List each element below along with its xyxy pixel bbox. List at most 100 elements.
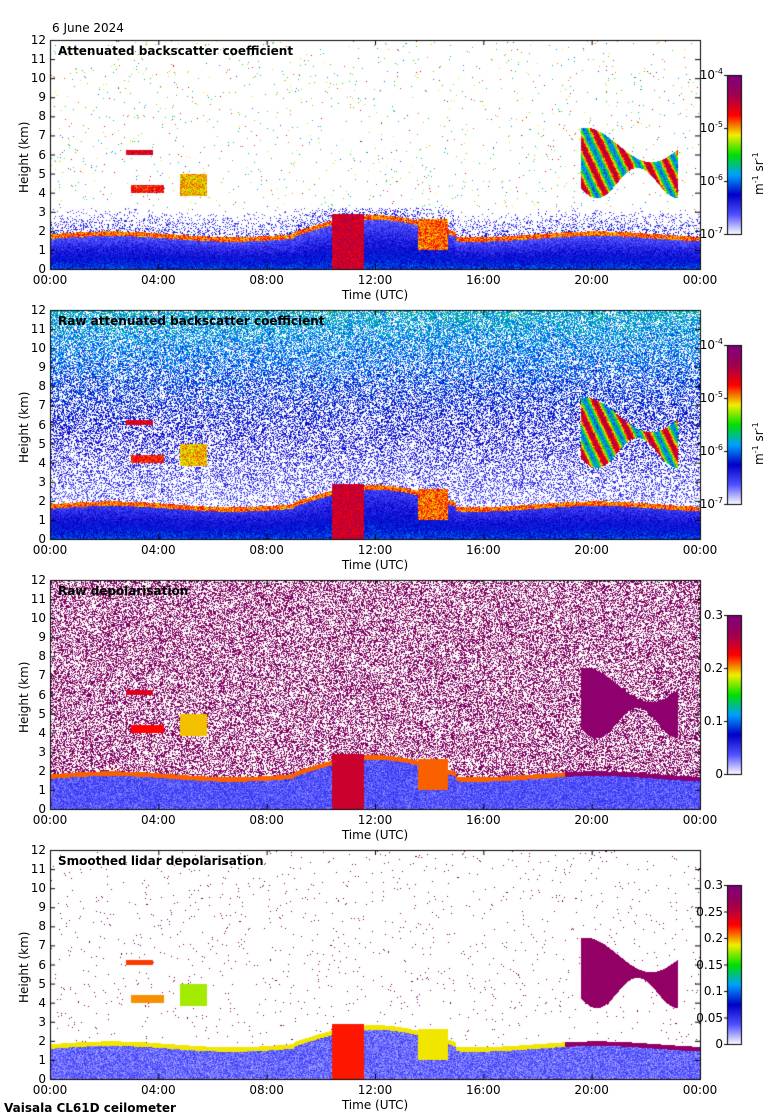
x-tick-label: 04:00 <box>141 273 176 287</box>
y-tick-label: 1 <box>38 1052 46 1067</box>
y-tick-label: 8 <box>38 919 46 934</box>
y-tick-label: 4 <box>38 995 46 1010</box>
colorbar-tick-label: 0.3 <box>703 608 723 622</box>
y-tick-label: 11 <box>30 592 46 607</box>
y-tick-label: 5 <box>38 166 46 181</box>
colorbar-tick-label: 10-5 <box>699 120 723 135</box>
x-axis-label: Time (UTC) <box>341 288 409 302</box>
y-tick-label: 10 <box>30 71 46 86</box>
y-tick-label: 10 <box>30 881 46 896</box>
x-tick-label: 00:00 <box>682 813 718 827</box>
colorbar-tick-label: 10-7 <box>699 496 723 511</box>
y-tick-label: 8 <box>38 379 46 394</box>
x-tick-label: 00:00 <box>682 1083 718 1097</box>
y-tick-label: 1 <box>38 782 46 797</box>
y-tick-label: 10 <box>30 611 46 626</box>
y-tick-label: 3 <box>38 1014 46 1029</box>
x-tick-label: 12:00 <box>357 273 393 287</box>
x-tick-label: 20:00 <box>574 813 609 827</box>
x-tick-label: 00:00 <box>32 273 68 287</box>
x-tick-label: 12:00 <box>357 1083 393 1097</box>
x-tick-label: 00:00 <box>32 1083 68 1097</box>
colorbar-tick-label: 0 <box>715 767 723 781</box>
y-tick-label: 4 <box>38 455 46 470</box>
y-tick-label: 7 <box>38 668 46 683</box>
x-tick-label: 12:00 <box>357 543 393 557</box>
y-tick-label: 11 <box>30 862 46 877</box>
x-tick-label: 16:00 <box>466 543 501 557</box>
y-tick-label: 6 <box>38 687 46 702</box>
y-tick-label: 7 <box>38 398 46 413</box>
x-tick-label: 08:00 <box>249 273 284 287</box>
x-tick-label: 20:00 <box>574 273 609 287</box>
x-tick-label: 16:00 <box>466 813 501 827</box>
x-tick-label: 08:00 <box>249 1083 284 1097</box>
y-axis-label: Height (km) <box>17 121 31 193</box>
y-tick-label: 8 <box>38 649 46 664</box>
instrument-label: Vaisala CL61D ceilometer <box>4 1101 176 1115</box>
y-tick-label: 5 <box>38 436 46 451</box>
y-tick-label: 12 <box>30 303 46 317</box>
y-tick-label: 4 <box>38 725 46 740</box>
y-tick-label: 6 <box>38 417 46 432</box>
y-tick-label: 9 <box>38 630 46 645</box>
y-tick-label: 3 <box>38 204 46 219</box>
x-tick-label: 12:00 <box>357 813 393 827</box>
y-tick-label: 4 <box>38 185 46 200</box>
colorbar-tick-label: 0.25 <box>696 904 723 919</box>
x-axis-label: Time (UTC) <box>341 558 409 572</box>
x-tick-label: 04:00 <box>141 1083 176 1097</box>
x-tick-label: 04:00 <box>141 543 176 557</box>
y-tick-label: 11 <box>30 52 46 67</box>
colorbar-tick-label: 0.3 <box>703 878 723 892</box>
y-tick-label: 5 <box>38 976 46 991</box>
x-tick-label: 08:00 <box>249 543 284 557</box>
y-tick-label: 11 <box>30 322 46 337</box>
date-label: 6 June 2024 <box>52 21 124 35</box>
y-tick-label: 3 <box>38 474 46 489</box>
x-tick-label: 16:00 <box>466 1083 501 1097</box>
x-axis-label: Time (UTC) <box>341 1098 409 1112</box>
y-tick-label: 6 <box>38 957 46 972</box>
y-tick-label: 8 <box>38 109 46 124</box>
panel-title: Raw depolarisation <box>58 584 189 598</box>
x-tick-label: 20:00 <box>574 543 609 557</box>
colorbar-tick-label: 0.2 <box>703 931 723 945</box>
y-tick-label: 10 <box>30 341 46 356</box>
x-tick-label: 00:00 <box>682 543 718 557</box>
y-tick-label: 7 <box>38 128 46 143</box>
panel-title: Smoothed lidar depolarisation <box>58 854 264 868</box>
x-axis-label: Time (UTC) <box>341 828 409 842</box>
y-tick-label: 12 <box>30 573 46 587</box>
y-tick-label: 9 <box>38 360 46 375</box>
y-tick-label: 7 <box>38 938 46 953</box>
x-tick-label: 16:00 <box>466 273 501 287</box>
y-tick-label: 9 <box>38 900 46 915</box>
colorbar-tick-label: 10-4 <box>699 337 723 352</box>
y-tick-label: 0 <box>38 262 46 276</box>
colorbar-tick-label: 10-4 <box>699 67 723 82</box>
colorbar-unit-label: m-1 sr-1 <box>751 421 766 465</box>
y-tick-label: 2 <box>38 493 46 508</box>
colorbar-tick-label: 0.2 <box>703 661 723 675</box>
colorbar-tick-label: 10-5 <box>699 390 723 405</box>
y-tick-label: 1 <box>38 512 46 527</box>
y-axis-label: Height (km) <box>17 391 31 463</box>
colorbar-tick-label: 0.1 <box>703 714 723 728</box>
y-tick-label: 1 <box>38 242 46 257</box>
panel-title: Raw attenuated backscatter coefficient <box>58 314 325 328</box>
y-tick-label: 3 <box>38 744 46 759</box>
y-tick-label: 2 <box>38 223 46 238</box>
y-tick-label: 6 <box>38 147 46 162</box>
y-tick-label: 12 <box>30 843 46 857</box>
y-axis-label: Height (km) <box>17 661 31 733</box>
colorbar-tick-label: 0.05 <box>696 1010 723 1025</box>
colorbar-tick-label: 0.1 <box>703 984 723 998</box>
panel-title: Attenuated backscatter coefficient <box>58 44 294 58</box>
colorbar-tick-label: 10-6 <box>699 443 723 458</box>
x-tick-label: 08:00 <box>249 813 284 827</box>
x-tick-label: 00:00 <box>682 273 718 287</box>
y-tick-label: 5 <box>38 706 46 721</box>
y-tick-label: 0 <box>38 802 46 816</box>
